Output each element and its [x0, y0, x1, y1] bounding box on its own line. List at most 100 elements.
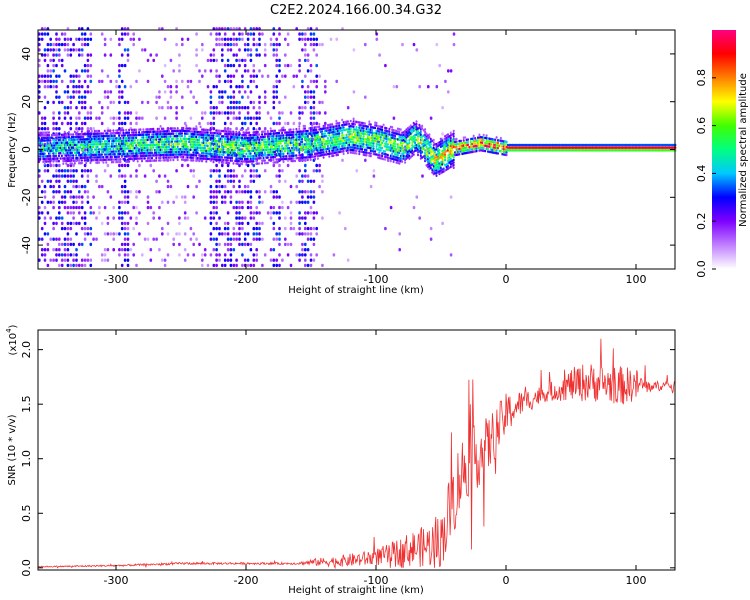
spectrogram-cell	[43, 152, 46, 155]
spectrogram-cell	[106, 258, 110, 262]
spectrogram-cell	[75, 69, 78, 73]
spectrogram-cell	[455, 140, 458, 143]
spectrogram-cell	[306, 53, 310, 57]
spectrogram-cell	[52, 116, 55, 120]
spectrogram-cell	[129, 174, 133, 178]
spectrogram-cell	[349, 146, 352, 149]
spectrogram-cell	[292, 74, 296, 78]
spectrogram-cell	[96, 145, 99, 149]
spectrogram-cell	[138, 163, 141, 168]
spectrogram-cell	[229, 190, 233, 194]
spectrogram-cell	[186, 163, 190, 168]
spectrogram-cell	[69, 190, 73, 194]
spectrogram-cell	[272, 142, 275, 146]
spectrogram-cell	[462, 139, 465, 142]
spectrogram-cell	[75, 37, 78, 41]
spectrogram-cell	[253, 154, 256, 158]
spectrogram-cell	[226, 211, 230, 215]
spectrogram-cell	[178, 253, 181, 257]
spectrogram-cell	[355, 149, 358, 153]
spectrogram-cell	[73, 141, 76, 144]
spectrogram-cell	[304, 211, 307, 215]
spectrogram-cell	[243, 190, 247, 194]
spectrogram-cell	[196, 133, 199, 136]
spectrogram-cell	[408, 154, 411, 158]
spectrogram-cell	[189, 79, 193, 84]
spectrogram-cell	[201, 42, 204, 47]
spectrogram-cell	[63, 32, 67, 36]
spectrogram-cell	[96, 129, 99, 133]
spectrogram-cell	[344, 144, 346, 147]
spectrogram-cell	[126, 53, 130, 57]
spectrogram-cell	[113, 152, 116, 156]
spectrogram-cell	[243, 90, 247, 94]
spectrogram-cell	[120, 174, 124, 178]
spectrogram-cell	[46, 53, 50, 57]
spectrogram-cell	[56, 133, 59, 137]
spectrogram-cell	[120, 37, 124, 41]
spectrogram-cell	[309, 158, 312, 161]
spectrogram-cell	[225, 143, 228, 146]
spectrogram-cell	[186, 85, 190, 89]
spectrogram-cell	[261, 200, 264, 204]
spectrogram-cell	[252, 258, 256, 262]
spectrogram-cell	[215, 129, 218, 132]
spectrogram-cell	[49, 147, 52, 150]
spectrogram-cell	[281, 169, 284, 173]
spectrogram-cell	[255, 111, 258, 115]
spectrogram-cell	[52, 127, 55, 131]
spectrogram-cell	[69, 179, 73, 183]
spectrogram-cell	[192, 174, 195, 178]
spectrogram-cell	[109, 232, 113, 236]
spectrogram-cell	[115, 232, 118, 236]
spectrogram-cell	[161, 258, 164, 262]
spectrogram-cell	[411, 125, 414, 129]
spectrogram-cell	[226, 106, 230, 110]
spectrogram-cell	[298, 111, 301, 115]
spectrogram-cell	[249, 248, 253, 252]
spectrogram-cell	[354, 120, 356, 123]
spectrogram-cell	[106, 129, 109, 133]
spectrogram-cell	[112, 129, 115, 132]
spectrogram-cell	[201, 146, 203, 150]
spectrogram-cell	[232, 237, 236, 241]
spectrogram-cell	[201, 149, 203, 152]
spectrogram-cell	[258, 226, 261, 231]
spectrogram-cell	[335, 135, 338, 138]
spectrogram-cell	[83, 100, 87, 105]
spectrogram-cell	[115, 155, 118, 159]
spectrogram-cell	[143, 143, 146, 147]
spectrogram-cell	[246, 263, 250, 268]
spectrogram-cell	[161, 74, 164, 78]
spectrogram-cell	[415, 122, 418, 126]
spectrogram-cell	[123, 163, 127, 168]
spectrogram-cell	[243, 48, 247, 52]
spectrogram-cell	[274, 150, 276, 154]
spectrogram-cell	[444, 79, 447, 84]
spectrogram-cell	[311, 139, 314, 143]
spectrogram-cell	[129, 111, 133, 115]
spectrogram-cell	[78, 95, 81, 99]
spectrogram-cell	[209, 200, 213, 204]
spectrogram-cell	[236, 149, 239, 152]
spectrogram-cell	[275, 258, 278, 262]
spectrogram-cell	[243, 69, 247, 73]
spectrogram-cell	[52, 48, 55, 52]
spectrogram-cell	[100, 132, 103, 135]
spectrogram-cell	[152, 237, 155, 241]
spectrogram-cell	[78, 184, 81, 189]
spectrogram-cell	[275, 58, 278, 63]
spectrogram-cell	[225, 140, 228, 144]
spectrogram-cell	[68, 149, 70, 152]
spectrogram-cell	[120, 144, 123, 148]
spectrogram-cell	[478, 136, 481, 139]
spectrogram-cell	[79, 154, 82, 157]
spectrogram-cell	[255, 159, 258, 163]
spectrogram-cell	[223, 258, 227, 262]
spectrogram-cell	[63, 205, 67, 210]
spectrogram-cell	[78, 211, 81, 215]
spectrogram-cell	[229, 248, 233, 252]
spectrogram-cell	[110, 142, 113, 146]
spectrogram-cell	[246, 190, 250, 194]
spectrogram-cell	[255, 53, 258, 57]
